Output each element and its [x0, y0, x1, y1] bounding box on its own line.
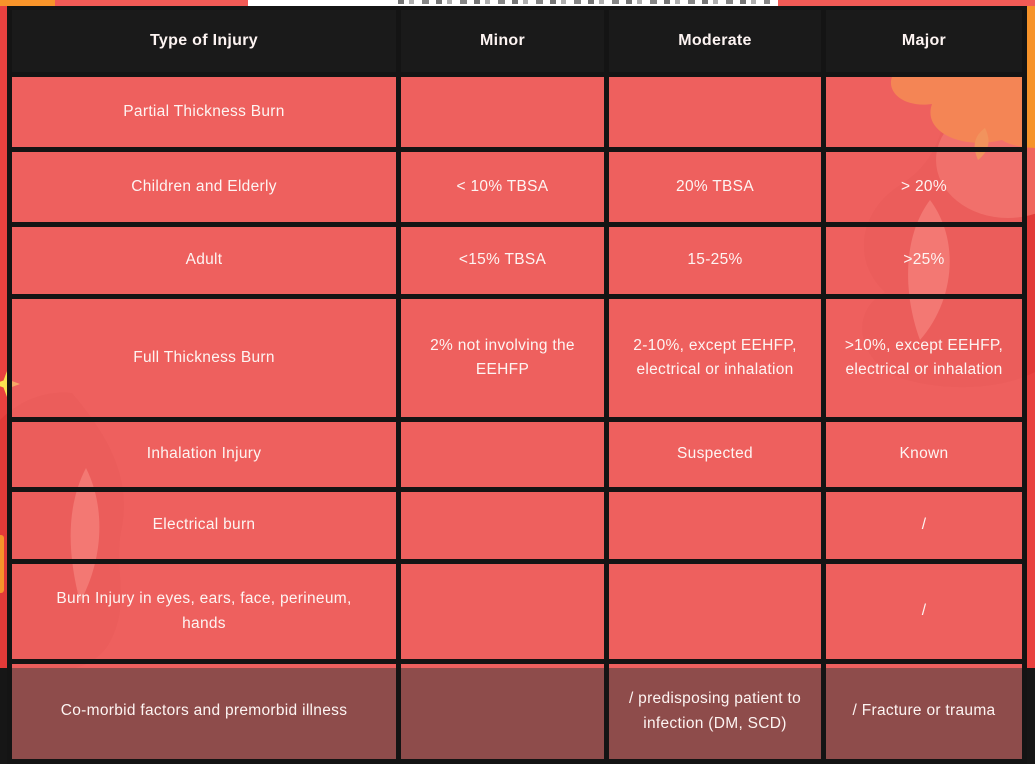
moderate-cell	[604, 72, 826, 152]
injury-type-cell: Co-morbid factors and premorbid illness	[7, 659, 401, 764]
major-cell: /	[821, 487, 1027, 564]
moderate-cell: 15-25%	[604, 222, 826, 299]
major-cell	[821, 72, 1027, 152]
table-row: Partial Thickness Burn	[7, 72, 1027, 152]
major-cell: Known	[821, 417, 1027, 492]
table-row: Co-morbid factors and premorbid illness …	[7, 659, 1027, 764]
burn-severity-table: Type of Injury Minor Moderate Major Part…	[7, 5, 1027, 764]
major-cell: >10%, except EEHFP, electrical or inhala…	[821, 294, 1027, 422]
header-major: Major	[821, 5, 1027, 77]
header-moderate: Moderate	[604, 5, 826, 77]
table-row: Full Thickness Burn 2% not involving the…	[7, 294, 1027, 422]
injury-type-cell: Full Thickness Burn	[7, 294, 401, 422]
major-cell: /	[821, 559, 1027, 664]
cutoff-text-smudge	[398, 0, 770, 4]
minor-cell	[396, 659, 609, 764]
top-strip-red-segment	[55, 0, 248, 6]
injury-type-cell: Partial Thickness Burn	[7, 72, 401, 152]
major-cell: / Fracture or trauma	[821, 659, 1027, 764]
header-type-of-injury: Type of Injury	[7, 5, 401, 77]
minor-cell: <15% TBSA	[396, 222, 609, 299]
injury-type-cell: Children and Elderly	[7, 147, 401, 227]
top-strip-orange-segment	[0, 0, 55, 6]
moderate-cell: Suspected	[604, 417, 826, 492]
injury-type-cell: Adult	[7, 222, 401, 299]
minor-cell	[396, 559, 609, 664]
top-strip-white-segment	[248, 0, 778, 6]
minor-cell	[396, 417, 609, 492]
table-row: Children and Elderly < 10% TBSA 20% TBSA…	[7, 147, 1027, 227]
major-cell: >25%	[821, 222, 1027, 299]
table-row: Burn Injury in eyes, ears, face, perineu…	[7, 559, 1027, 664]
minor-cell: < 10% TBSA	[396, 147, 609, 227]
top-strip-red-segment-2	[778, 0, 1035, 6]
moderate-cell: 20% TBSA	[604, 147, 826, 227]
injury-type-cell: Electrical burn	[7, 487, 401, 564]
minor-cell	[396, 72, 609, 152]
minor-cell	[396, 487, 609, 564]
minor-cell: 2% not involving the EEHFP	[396, 294, 609, 422]
top-strip	[0, 0, 1035, 6]
major-cell: > 20%	[821, 147, 1027, 227]
table-header-row: Type of Injury Minor Moderate Major	[7, 5, 1027, 77]
injury-type-cell: Inhalation Injury	[7, 417, 401, 492]
moderate-cell	[604, 559, 826, 664]
table-row: Electrical burn /	[7, 487, 1027, 564]
moderate-cell: / predisposing patient to infection (DM,…	[604, 659, 826, 764]
header-minor: Minor	[396, 5, 609, 77]
table-row: Adult <15% TBSA 15-25% >25%	[7, 222, 1027, 299]
moderate-cell	[604, 487, 826, 564]
table-row: Inhalation Injury Suspected Known	[7, 417, 1027, 492]
moderate-cell: 2-10%, except EEHFP, electrical or inhal…	[604, 294, 826, 422]
injury-type-cell: Burn Injury in eyes, ears, face, perineu…	[7, 559, 401, 664]
